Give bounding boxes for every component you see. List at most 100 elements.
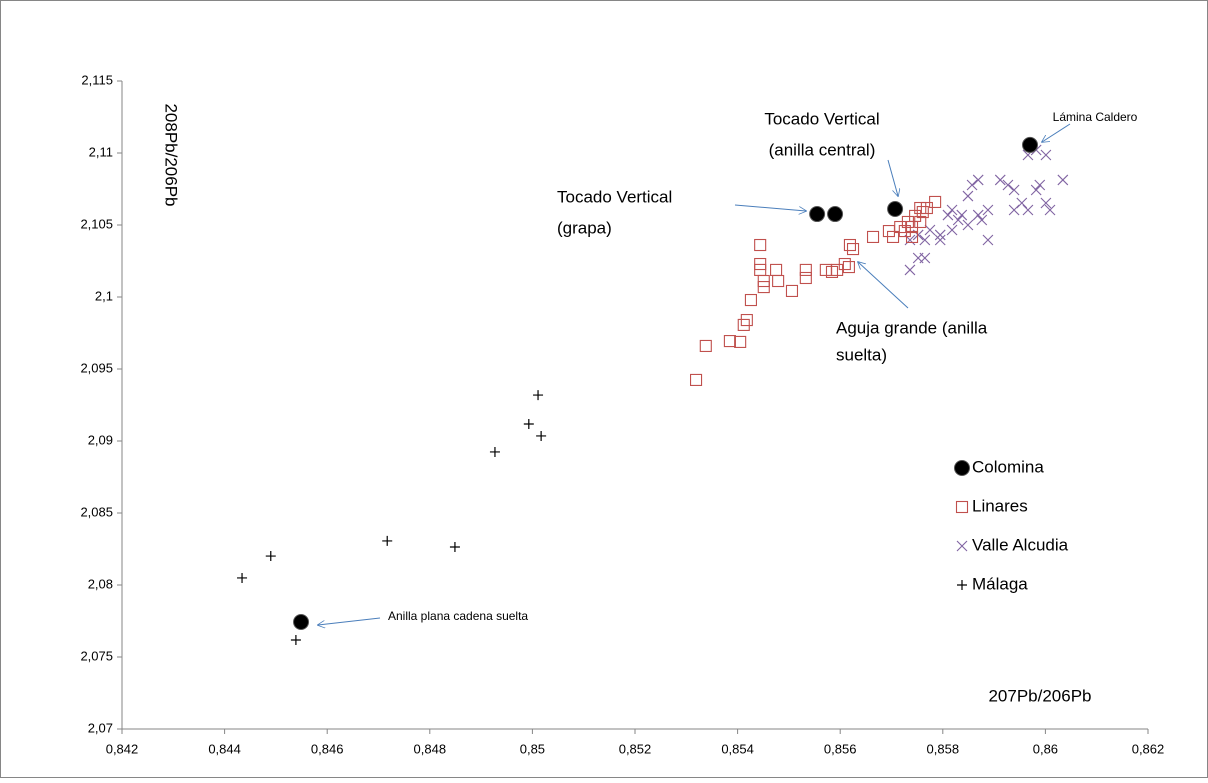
point: [929, 195, 942, 209]
point: [886, 230, 900, 244]
annotation: (anilla central): [769, 140, 876, 159]
point: [533, 390, 544, 401]
legend-marker: [956, 540, 968, 552]
point: [689, 373, 703, 386]
annotation: Tocado Vertical: [764, 109, 879, 128]
point: [842, 260, 855, 274]
point: [290, 635, 301, 646]
point: [962, 219, 974, 231]
point: [382, 535, 393, 546]
x-tick-label: 0,844: [208, 741, 241, 756]
point: [972, 209, 984, 221]
legend-label: Valle Alcudia: [972, 535, 1069, 554]
point: [966, 179, 978, 191]
x-tick-label: 0,852: [619, 741, 652, 756]
point: [809, 206, 826, 223]
point: [785, 284, 799, 298]
point: [1040, 197, 1052, 209]
point: [982, 234, 994, 246]
legend-label: Colomina: [972, 457, 1044, 476]
y-tick-label: 2,075: [80, 648, 113, 663]
point: [734, 335, 747, 348]
point: [838, 257, 851, 271]
point: [799, 271, 812, 285]
x-tick-label: 0,858: [927, 741, 960, 756]
legend-marker: [957, 580, 967, 590]
y-tick-label: 2,115: [81, 72, 113, 87]
annotation: suelta): [836, 345, 887, 364]
point: [924, 224, 936, 236]
legend-label: Linares: [972, 496, 1028, 515]
y-tick-label: 2,11: [89, 144, 113, 159]
point: [904, 264, 916, 276]
point: [1057, 174, 1069, 186]
point: [1040, 149, 1052, 161]
x-tick-label: 0,856: [824, 741, 857, 756]
point: [1030, 184, 1042, 196]
point: [919, 252, 931, 264]
x-tick-label: 0,86: [1033, 741, 1058, 756]
point: [737, 318, 750, 331]
point: [699, 339, 712, 353]
y-tick-label: 2,085: [80, 504, 113, 519]
point: [723, 335, 736, 348]
point: [293, 614, 310, 631]
point: [449, 541, 460, 552]
point: [536, 430, 547, 441]
annotation: Lámina Caldero: [1053, 110, 1138, 124]
point: [754, 238, 767, 252]
point: [754, 263, 767, 276]
point: [772, 274, 785, 288]
legend-marker: [954, 460, 970, 476]
y-tick-label: 2,08: [88, 576, 113, 591]
y-axis-label: 208Pb/206Pb: [162, 103, 181, 206]
x-tick-label: 0,842: [106, 741, 139, 756]
point: [946, 224, 958, 236]
point: [846, 242, 860, 256]
x-tick-label: 0,848: [414, 741, 447, 756]
point: [946, 204, 958, 216]
point: [934, 229, 946, 241]
point: [740, 313, 753, 327]
x-tick-label: 0,85: [520, 741, 545, 756]
point: [916, 205, 929, 219]
point: [919, 234, 931, 246]
x-tick-label: 0,862: [1132, 741, 1165, 756]
legend-label: Málaga: [972, 574, 1028, 593]
y-tick-label: 2,07: [88, 720, 113, 735]
annotation: Aguja grande (anilla: [836, 318, 988, 337]
point: [237, 572, 248, 583]
point: [843, 238, 856, 252]
point: [1016, 197, 1028, 209]
annotation-arrow: [734, 204, 806, 211]
point: [265, 551, 276, 562]
annotation: Tocado Vertical: [557, 187, 672, 206]
point: [972, 174, 984, 186]
point: [952, 214, 964, 226]
point: [1008, 184, 1020, 196]
legend-marker: [955, 500, 969, 514]
point: [887, 201, 904, 218]
point: [1034, 179, 1046, 191]
point: [744, 293, 757, 307]
point: [799, 263, 812, 276]
y-tick-label: 2,095: [80, 360, 113, 375]
point: [523, 419, 534, 430]
point: [1022, 204, 1034, 216]
point: [982, 204, 994, 216]
x-tick-label: 0,846: [311, 741, 344, 756]
point: [489, 446, 500, 457]
point: [1002, 179, 1014, 191]
annotation: (grapa): [557, 218, 612, 237]
y-tick-label: 2,09: [88, 432, 113, 447]
point: [866, 230, 880, 244]
point: [1022, 136, 1039, 153]
point: [942, 209, 954, 221]
point: [994, 174, 1006, 186]
point: [905, 230, 919, 244]
point: [827, 206, 844, 223]
annotation-arrow: [887, 159, 898, 196]
annotation: Anilla plana cadena suelta: [388, 609, 528, 623]
point: [956, 209, 968, 221]
